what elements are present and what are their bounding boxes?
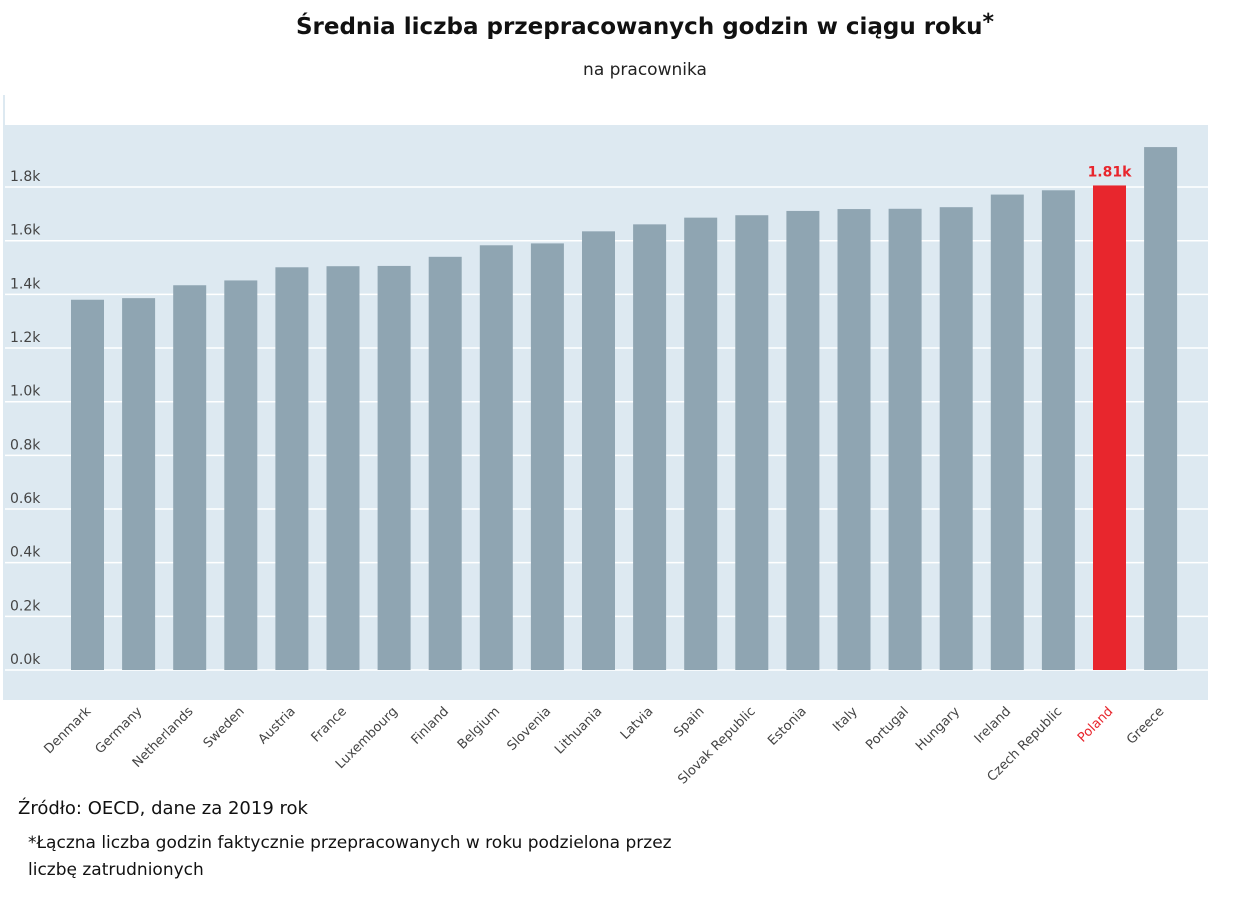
footnote: *Łączna liczba godzin faktycznie przepra… — [28, 833, 672, 880]
chart-title: Średnia liczba przepracowanych godzin w … — [0, 10, 1233, 40]
bar-luxembourg — [377, 265, 411, 670]
x-tick-label: Hungary — [913, 704, 963, 754]
y-tick-label: 0.6k — [10, 491, 41, 507]
x-tick-label: Latvia — [618, 704, 657, 743]
x-tick-label: Portugal — [863, 704, 912, 753]
x-tick-label: Spain — [671, 704, 707, 740]
title-asterisk: * — [982, 10, 995, 35]
bar-netherlands — [173, 285, 207, 670]
y-tick-label: 0.4k — [10, 545, 41, 561]
bar-chart: 0.0k 0.2k 0.4k 0.6k 0.8k 1.0k 1.2k 1.4k 1.6k 1.8k… — [3, 95, 1208, 787]
bar-slovak-republic — [735, 215, 769, 670]
x-tick-label: Belgium — [455, 704, 503, 752]
x-tick-label: Greece — [1124, 704, 1167, 747]
data-label: 1.81k — [1088, 164, 1133, 180]
y-tick-label: 0.8k — [10, 437, 41, 453]
x-tick-label: Germany — [93, 704, 146, 757]
bar-lithuania — [582, 231, 615, 670]
bar-austria — [275, 267, 309, 670]
chart-subtitle: na pracownika — [583, 60, 707, 80]
x-tick-label: Estonia — [765, 704, 809, 748]
x-tick-label: Lithuania — [552, 704, 605, 757]
bar-greece — [1144, 147, 1178, 670]
bar-ireland — [990, 194, 1024, 671]
bar-czech-republic — [1041, 190, 1075, 670]
bar-spain — [684, 217, 718, 671]
y-tick-label: 0.0k — [10, 652, 41, 668]
y-tick-label: 1.0k — [10, 384, 41, 400]
x-tick-label: Sweden — [201, 704, 248, 751]
title-text: Średnia liczba przepracowanych godzin w … — [295, 14, 983, 40]
bar-sweden — [224, 280, 258, 670]
bar-latvia — [633, 224, 667, 670]
bar-france — [326, 266, 360, 670]
bar-slovenia — [530, 243, 564, 670]
bar-finland — [428, 256, 462, 670]
x-tick-label: Slovenia — [504, 704, 554, 754]
bar-hungary — [939, 207, 973, 670]
x-tick-label: Poland — [1075, 704, 1116, 745]
y-tick-label: 0.2k — [10, 598, 41, 614]
plot-edge — [3, 95, 5, 700]
bar-italy — [837, 209, 871, 670]
x-tick-label: Finland — [409, 704, 452, 747]
y-tick-label: 1.4k — [10, 276, 41, 292]
x-tick-label: Italy — [830, 704, 861, 735]
x-tick-label: Austria — [256, 704, 299, 747]
y-tick-label: 1.8k — [10, 169, 41, 185]
bar-portugal — [888, 208, 922, 670]
x-tick-label: Ireland — [972, 704, 1014, 746]
bar-estonia — [786, 210, 820, 670]
y-tick-label: 1.2k — [10, 330, 41, 346]
y-tick-label: 1.6k — [10, 223, 41, 239]
bar-poland — [1093, 185, 1126, 670]
x-tick-label: France — [309, 704, 350, 745]
source-note: Źródło: OECD, dane za 2019 rok — [18, 798, 308, 819]
bar-germany — [122, 298, 156, 670]
bar-denmark — [71, 299, 104, 670]
bar-belgium — [479, 245, 513, 670]
x-tick-label: Denmark — [41, 704, 94, 757]
